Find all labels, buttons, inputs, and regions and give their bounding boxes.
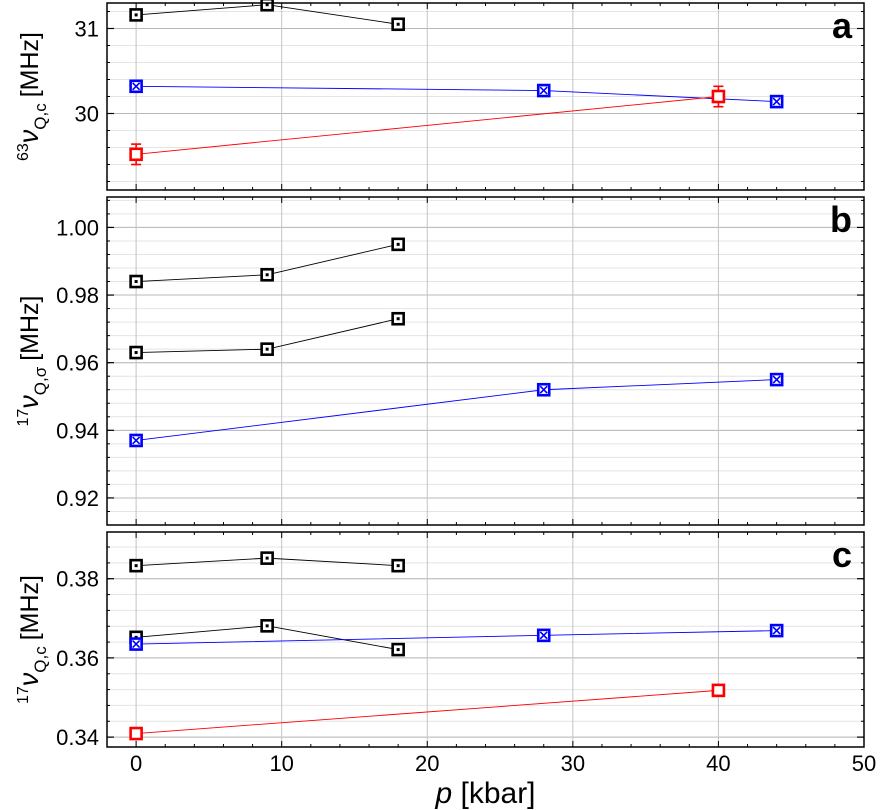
data-point-cross — [539, 631, 548, 640]
y-tick-label: 0.38 — [56, 567, 99, 592]
series-4 — [129, 683, 726, 741]
series-1 — [129, 237, 405, 289]
data-point-center — [265, 347, 269, 351]
data-point-center — [134, 13, 138, 17]
data-point-center — [265, 624, 269, 628]
x-tick-label: 20 — [415, 751, 439, 776]
x-tick-label: 10 — [269, 751, 293, 776]
series-3 — [129, 85, 726, 166]
y-tick-label: 0.94 — [56, 418, 99, 443]
y-tick-label: 0.34 — [56, 725, 99, 750]
y-axis-label: 63νQ,c[MHz] — [14, 32, 50, 161]
plot-frame — [106, 531, 865, 748]
gridlines — [107, 3, 865, 190]
data-point-center — [396, 22, 400, 26]
panel-label: b — [830, 199, 852, 240]
series-3 — [129, 372, 784, 448]
series-1 — [129, 0, 405, 32]
data-point-center — [396, 242, 400, 246]
x-tick-label: 30 — [561, 751, 585, 776]
series-2 — [129, 79, 784, 109]
data-point-center — [265, 3, 269, 7]
x-axis-label: p [kbar] — [434, 777, 535, 810]
data-point — [711, 89, 726, 104]
data-point-center — [134, 351, 138, 355]
x-tick-label: 40 — [706, 751, 730, 776]
y-tick-label: 30 — [75, 102, 99, 127]
data-point-cross — [772, 626, 781, 635]
data-point-cross — [132, 82, 141, 91]
y-tick-label: 0.92 — [56, 486, 99, 511]
data-point-center — [396, 564, 400, 568]
data-point-cross — [539, 385, 548, 394]
plot-area — [107, 197, 864, 525]
panel-label: c — [832, 534, 852, 575]
panel-c: 0.34 0.36 0.38 c 17νQ,c[MHz] 0 10 20 30 40 50 p [kb… — [14, 531, 876, 810]
gridlines — [107, 197, 865, 525]
plot-frame — [106, 196, 865, 526]
y-axis-label: 17νQ,c[MHz] — [14, 575, 50, 704]
series-line — [136, 689, 719, 734]
data-point-cross — [772, 97, 781, 106]
data-point-center — [134, 280, 138, 284]
panel-label: a — [832, 5, 853, 46]
y-tick-label: 0.36 — [56, 646, 99, 671]
y-tick-label: 31 — [75, 17, 99, 42]
data-point-cross — [132, 436, 141, 445]
data-point — [129, 147, 143, 162]
plot-area — [107, 532, 864, 747]
y-tick-label: 0.98 — [56, 283, 99, 308]
data-point-center — [265, 273, 269, 277]
x-tick-label: 50 — [852, 751, 876, 776]
series-1 — [129, 551, 405, 573]
data-point — [129, 726, 143, 741]
data-point-center — [396, 317, 400, 321]
gridlines — [107, 532, 865, 747]
data-point-cross — [539, 86, 548, 95]
y-axis-label: 17νQ,σ[MHz] — [14, 295, 50, 426]
y-tick-label: 1.00 — [56, 215, 99, 240]
panel-a: 30 31 a 63νQ,c[MHz] — [14, 0, 865, 191]
data-point-cross — [132, 639, 141, 649]
data-point-center — [265, 556, 269, 560]
data-point — [711, 683, 726, 698]
plot-frame — [106, 2, 865, 191]
series-3 — [129, 623, 784, 651]
x-tick-label: 0 — [130, 751, 142, 776]
series-line — [136, 96, 719, 155]
y-tick-label: 0.96 — [56, 351, 99, 376]
panel-b: 0.92 0.94 0.96 0.98 1.00 b 17νQ,σ[MHz] — [14, 196, 865, 526]
data-point-cross — [772, 375, 781, 384]
series-2 — [129, 311, 405, 360]
data-point-center — [134, 564, 138, 568]
data-point-center — [396, 648, 400, 652]
